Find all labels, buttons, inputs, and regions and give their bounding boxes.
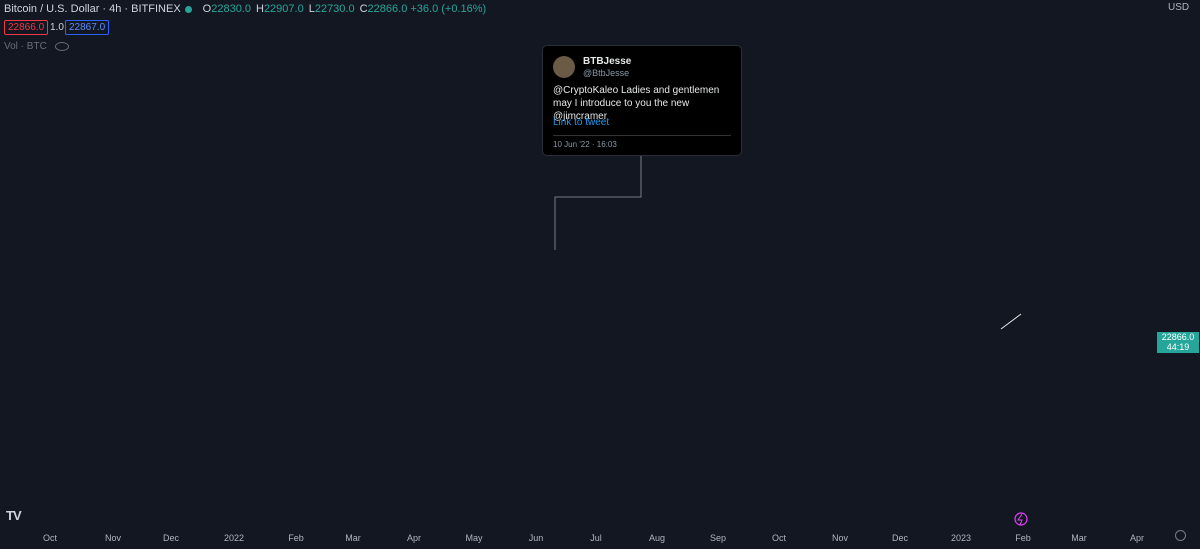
low-value: 22730.0	[314, 3, 355, 15]
tweet-date: 10 Jun '22 · 16:03	[553, 140, 617, 149]
volume-label: Vol · BTC	[4, 41, 47, 52]
last-price-value: 22866.0	[1161, 332, 1195, 342]
time-tick-label: Dec	[163, 533, 180, 543]
tweet-card: BTBJesse @BtbJesse @CryptoKaleo Ladies a…	[542, 45, 742, 156]
spread-value: 1.0	[50, 22, 64, 33]
time-tick-label: Dec	[892, 533, 909, 543]
symbol-title[interactable]: Bitcoin / U.S. Dollar · 4h · BITFINEX	[4, 3, 181, 15]
time-tick-label: Apr	[407, 533, 421, 543]
time-tick-label: Nov	[832, 533, 849, 543]
sell-price-button[interactable]: 22866.0	[4, 20, 49, 35]
time-tick-label: Feb	[1015, 533, 1031, 543]
time-tick-label: Nov	[105, 533, 122, 543]
bar-countdown: 44:19	[1166, 342, 1190, 352]
high-label: H	[255, 3, 264, 15]
volume-legend[interactable]: Vol · BTC	[4, 41, 69, 52]
time-tick-label: Aug	[649, 533, 665, 543]
gear-icon[interactable]	[1175, 530, 1186, 541]
tweet-connector	[554, 154, 642, 250]
time-tick-label: Feb	[288, 533, 304, 543]
time-tick-label: Sep	[710, 533, 726, 543]
high-value: 22907.0	[263, 3, 304, 15]
open-label: O	[202, 3, 212, 15]
alert-icon[interactable]	[1014, 512, 1028, 526]
time-tick-label: Oct	[772, 533, 787, 543]
time-tick-label: 2023	[951, 533, 971, 543]
tradingview-logo: TV	[6, 508, 22, 523]
low-label: L	[308, 3, 315, 15]
last-price-label: 22866.0 44:19	[1157, 332, 1199, 353]
time-tick-label: Mar	[345, 533, 361, 543]
close-label: C	[359, 3, 368, 15]
tweet-text: @CryptoKaleo Ladies and gentlemen may I …	[553, 85, 720, 122]
market-status-icon	[184, 5, 192, 13]
channel-line[interactable]	[1000, 313, 1022, 330]
time-axis[interactable]: Oct Nov Dec 2022 Feb Mar Apr May Jun Jul Aug Sep Oct…	[43, 533, 1144, 543]
time-tick-label: Jun	[529, 533, 544, 543]
tweet-link[interactable]: Link to tweet	[553, 117, 610, 128]
close-value: 22866.0 +36.0 (+0.16%)	[367, 3, 487, 15]
symbol-header: Bitcoin / U.S. Dollar · 4h · BITFINEX O22…	[4, 3, 486, 15]
time-tick-label: Mar	[1071, 533, 1087, 543]
currency-selector[interactable]: USD	[1168, 2, 1190, 13]
time-tick-label: Oct	[43, 533, 58, 543]
eye-icon[interactable]	[54, 41, 69, 51]
buy-price-button[interactable]: 22867.0	[65, 20, 110, 35]
time-tick-label: Jul	[590, 533, 602, 543]
time-tick-label: Apr	[1130, 533, 1144, 543]
open-value: 22830.0	[211, 3, 251, 15]
time-tick-label: 2022	[224, 533, 244, 543]
tweet-divider	[553, 135, 731, 136]
tweet-author-handle: @BtbJesse	[583, 68, 630, 78]
avatar	[553, 56, 575, 78]
tweet-author-name: BTBJesse	[583, 56, 632, 67]
time-tick-label: May	[465, 533, 483, 543]
